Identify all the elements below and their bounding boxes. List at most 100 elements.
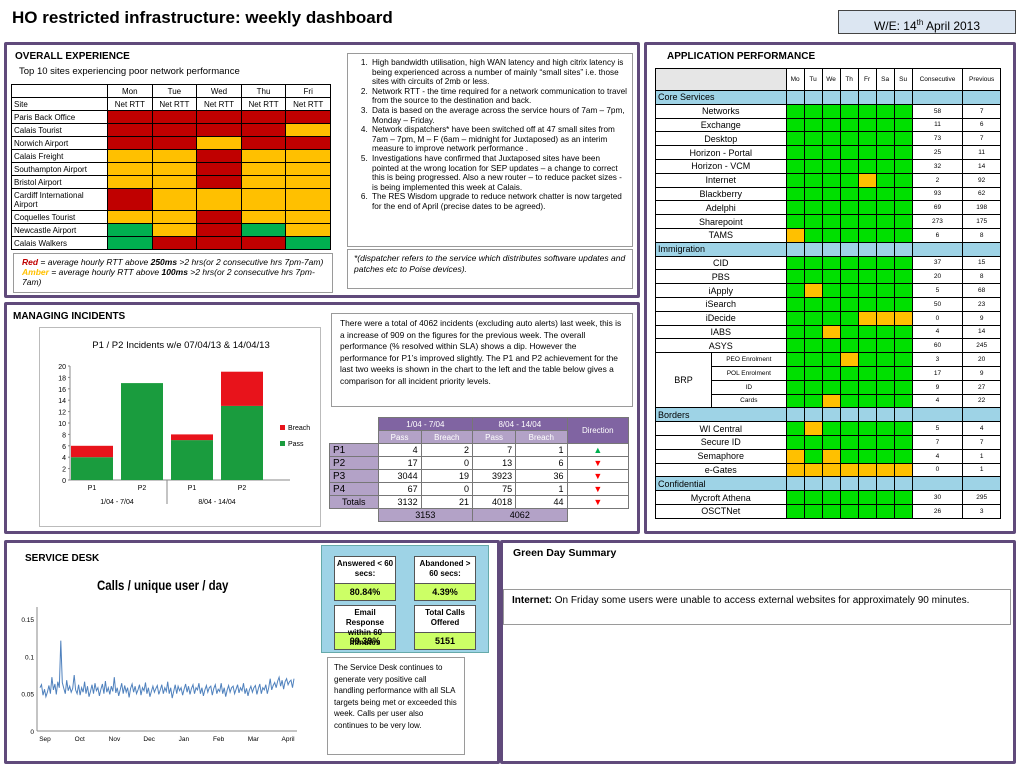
count-value: 3 [962,503,1001,519]
section-cell [857,241,877,257]
status-cell [803,117,823,133]
section-row: Confidential [655,476,1001,492]
status-cell [875,255,895,271]
status-cell [839,503,859,519]
week-suffix-sup: th [916,18,924,27]
status-cell [839,186,859,202]
status-cell [785,310,805,326]
status-cell [875,296,895,312]
app-row: Networks 58 7 [655,103,1001,119]
sub-header: Pass [377,430,422,444]
legend-amber-value: 100ms [161,267,188,277]
app-name: PBS [655,269,787,285]
app-row: Adelphi 69 198 [655,200,1001,216]
status-cell [875,145,895,160]
status-cell [893,462,913,478]
rtt-status-cell [240,175,287,189]
status-cell [821,393,841,409]
green-day-note: Internet: On Friday some users were unab… [503,589,1011,625]
count-value: 9 [962,365,1001,381]
status-cell [785,269,805,285]
status-cell [839,117,859,133]
count-cell: 6 [515,456,568,470]
count-value: 20 [962,352,1001,367]
status-cell [839,200,859,216]
status-cell [857,255,877,271]
status-cell [821,214,841,229]
status-cell [785,393,805,409]
legend-amber-text: = average hourly RTT above [48,267,162,277]
status-cell [857,434,877,450]
dispatcher-footnote: *(dispatcher refers to the service which… [347,249,633,289]
count-value: 15 [962,255,1001,271]
pass-bar [221,405,263,480]
app-row: POL Enrolment 17 9 [656,365,1001,381]
status-cell [785,338,805,354]
status-cell [839,255,859,271]
app-name: Exchange [655,117,787,133]
section-row: Immigration [655,241,1001,257]
status-cell [803,145,823,160]
section-cell [839,476,859,492]
section-label: Confidential [655,476,787,492]
status-cell [857,503,877,519]
blank-cell [567,509,628,522]
calls-chart-title: Calls / unique user / day [97,577,229,593]
section-cell [785,476,805,492]
status-cell [785,490,805,505]
status-cell [821,421,841,436]
app-name: ID [711,379,787,395]
status-cell [803,131,823,147]
status-cell [875,434,895,450]
section-cell [839,90,859,105]
rtt-status-cell [107,175,153,189]
app-name: Adelphi [655,200,787,216]
status-cell [785,158,805,174]
count-cell: 17 [377,456,422,470]
app-name: Blackberry [655,186,787,202]
status-cell [821,186,841,202]
overall-subtitle: Top 10 sites experiencing poor network p… [19,66,240,77]
count-value: 4 [911,324,964,340]
status-cell [893,434,913,450]
status-cell [875,503,895,519]
count-cell: 2 [420,443,474,457]
status-cell [875,421,895,436]
rtt-status-cell [107,123,153,137]
status-cell [785,283,805,298]
section-row: Core Services [655,90,1001,105]
status-cell [821,172,841,188]
y-tick-label: 18 [58,375,66,382]
status-cell [893,490,913,505]
app-row: PBS 20 8 [655,269,1001,285]
status-cell [893,283,913,298]
status-cell [875,283,895,298]
status-cell [857,145,877,160]
site-name: Calais Walkers [11,236,108,250]
y-tick-label: 20 [58,364,66,371]
blank-cell [330,418,379,431]
section-cell [839,241,859,257]
site-row: Calais Tourist [11,123,331,137]
status-cell [803,227,823,243]
incidents-chart-box: P1 / P2 Incidents w/e 07/04/13 & 14/04/1… [39,327,321,527]
count-value: 198 [962,200,1001,216]
status-cell [857,462,877,478]
status-cell [893,269,913,285]
app-row: Mycroft Athena 30 295 [655,490,1001,505]
consecutive-header: Consecutive [911,68,964,91]
x-tick-label: P1 [188,485,197,492]
legend-swatch [280,441,285,446]
count-value: 32 [911,158,964,174]
status-cell [857,338,877,354]
section-cell [962,476,1001,492]
x-tick-label: P2 [238,485,247,492]
count-value: 0 [911,310,964,326]
status-cell [893,393,913,409]
status-cell [839,227,859,243]
rtt-status-cell [151,236,198,250]
metric-header: Net RTT [240,97,287,111]
site-row: Calais Freight [11,149,331,163]
site-row: Newcastle Airport [11,223,331,237]
legend-amber-tail: >2 hrs(or 2 consecutive hrs 7pm-7am) [22,267,315,287]
